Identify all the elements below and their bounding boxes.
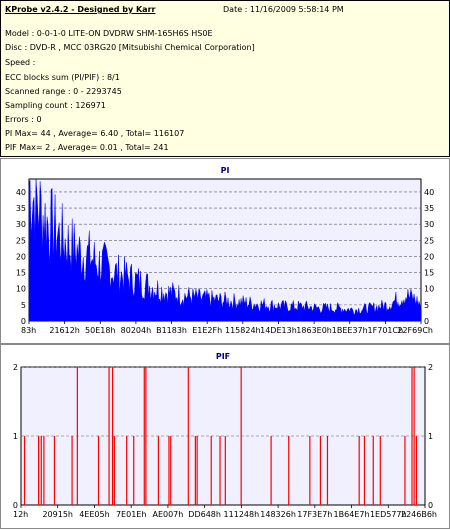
pi-ytick-left-label: 10 bbox=[16, 285, 26, 294]
pi-ytick-left-label: 40 bbox=[16, 188, 26, 197]
pi-ytick-left-label: 5 bbox=[21, 301, 26, 310]
info-pif-stats: PIF Max= 2 , Average= 0.01 , Total= 241 bbox=[5, 143, 169, 152]
info-errors: Errors : 0 bbox=[5, 115, 42, 124]
pi-ytick-right-label: 30 bbox=[424, 220, 434, 229]
info-model: Model : 0-0-1-0 LITE-ON DVDRW SHM-165H6S… bbox=[5, 29, 213, 38]
pif-xtick-label: AE007h bbox=[152, 510, 183, 519]
pi-ytick-left-label: 35 bbox=[16, 204, 26, 213]
pif-xtick-label: 4EE05h bbox=[79, 510, 109, 519]
pi-ytick-left-label: 25 bbox=[16, 236, 26, 245]
pif-ytick-left-label: 2 bbox=[13, 363, 18, 372]
pi-xtick-label: 80204h bbox=[121, 326, 152, 335]
pi-ytick-right-label: 5 bbox=[424, 301, 429, 310]
pi-xtick-label: 22F69Ch bbox=[397, 326, 433, 335]
pi-ytick-right-label: 15 bbox=[424, 269, 434, 278]
info-panel: KProbe v2.4.2 - Designed by Karr Date : … bbox=[0, 0, 450, 157]
pif-ytick-right-label: 1 bbox=[428, 432, 433, 441]
info-sampling-count: Sampling count : 126971 bbox=[5, 101, 106, 110]
pif-xtick-label: 111248h bbox=[224, 510, 260, 519]
pif-xtick-label: 148326h bbox=[260, 510, 296, 519]
pi-ytick-right-label: 35 bbox=[424, 204, 434, 213]
pi-ytick-left-label: 30 bbox=[16, 220, 26, 229]
pi-xtick-label: B1183h bbox=[156, 326, 187, 335]
pif-xtick-label: 2246B6h bbox=[401, 510, 437, 519]
pi-chart: PI 0 0 5 5 10 10 15 15 20 20 25 25 30 30 35 35 40 40 83h 216… bbox=[16, 166, 434, 335]
pif-xtick-label: 17F3E7h bbox=[297, 510, 332, 519]
pi-ytick-right-label: 0 bbox=[424, 317, 429, 326]
pi-ytick-left-label: 0 bbox=[21, 317, 26, 326]
pi-ytick-right-label: 25 bbox=[424, 236, 434, 245]
pi-xtick-label: 21612h bbox=[49, 326, 80, 335]
pif-ytick-left-label: 1 bbox=[13, 432, 18, 441]
pi-ytick-left-label: 15 bbox=[16, 269, 26, 278]
pi-xtick-label: 14DE13h bbox=[260, 326, 297, 335]
pi-title: PI bbox=[221, 166, 230, 175]
pi-xtick-label: 50E18h bbox=[85, 326, 115, 335]
pi-ytick-right-label: 40 bbox=[424, 188, 434, 197]
pif-chart-panel: PIF 0 0 1 1 2 2 12h 20915h 4EE05h 7E01Eh AE007h DD64… bbox=[0, 344, 450, 529]
pif-ytick-right-label: 2 bbox=[428, 363, 433, 372]
info-ecc-sum: ECC blocks sum (PI/PIF) : 8/1 bbox=[5, 73, 120, 82]
pi-xtick-label: E1E2Fh bbox=[192, 326, 222, 335]
pi-series-area bbox=[28, 178, 422, 322]
pi-ytick-left-label: 20 bbox=[16, 252, 26, 261]
info-pi-stats: PI Max= 44 , Average= 6.40 , Total= 1161… bbox=[5, 129, 185, 138]
pif-title: PIF bbox=[216, 352, 230, 361]
pi-xtick-label: 83h bbox=[21, 326, 36, 335]
pif-xtick-label: 1ED577h bbox=[370, 510, 407, 519]
pi-chart-panel: PI 0 0 5 5 10 10 15 15 20 20 25 25 30 30 35 35 40 40 83h 216… bbox=[0, 158, 450, 344]
pif-ytick-left-label: 0 bbox=[13, 501, 18, 510]
pi-xtick-label: 1863E0h bbox=[296, 326, 332, 335]
pif-xtick-label: 12h bbox=[13, 510, 28, 519]
info-disc: Disc : DVD-R , MCC 03RG20 [Mitsubishi Ch… bbox=[5, 43, 255, 52]
app-title: KProbe v2.4.2 - Designed by Karr bbox=[5, 5, 156, 14]
pif-xtick-label: DD648h bbox=[188, 510, 221, 519]
pi-ytick-right-label: 20 bbox=[424, 252, 434, 261]
scan-date: Date : 11/16/2009 5:58:14 PM bbox=[223, 5, 344, 14]
info-speed: Speed : bbox=[5, 58, 36, 67]
pif-xtick-label: 7E01Eh bbox=[116, 510, 146, 519]
pi-ytick-right-label: 10 bbox=[424, 285, 434, 294]
pif-xtick-label: 20915h bbox=[42, 510, 73, 519]
pif-xtick-label: 1B64E7h bbox=[334, 510, 370, 519]
pif-ytick-right-label: 0 bbox=[428, 501, 433, 510]
pi-xtick-label: 1F701Ch bbox=[368, 326, 404, 335]
pi-xtick-label: 1BEE37h bbox=[332, 326, 368, 335]
pi-xtick-label: 115824h bbox=[225, 326, 261, 335]
info-scanned-range: Scanned range : 0 - 2293745 bbox=[5, 87, 122, 96]
pif-chart: PIF 0 0 1 1 2 2 12h 20915h 4EE05h 7E01Eh AE007h DD64… bbox=[13, 352, 437, 519]
